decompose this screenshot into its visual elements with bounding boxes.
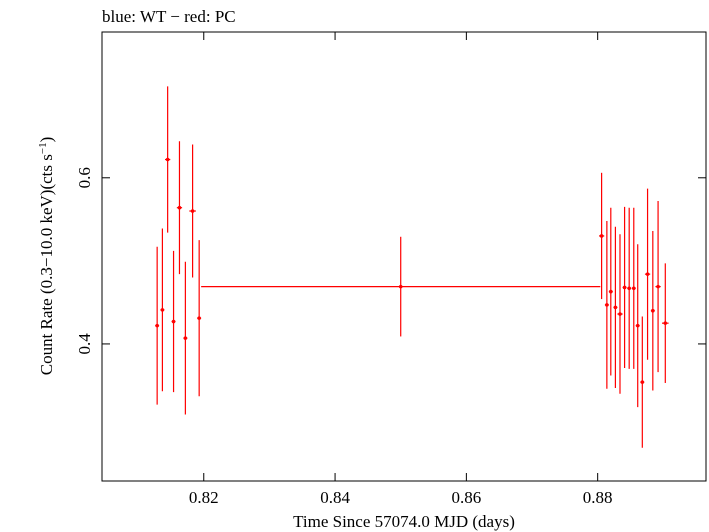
data-point xyxy=(608,207,613,376)
x-axis-label: Time Since 57074.0 MJD (days) xyxy=(293,512,515,531)
point-marker xyxy=(599,234,604,238)
point-marker xyxy=(160,308,165,312)
point-marker xyxy=(663,321,668,325)
data-point xyxy=(622,206,627,369)
point-marker xyxy=(398,284,403,289)
point-marker xyxy=(177,205,182,210)
data-point xyxy=(644,188,651,360)
data-point xyxy=(189,144,196,278)
y-tick-label: 0.4 xyxy=(75,333,94,355)
y-axis: 0.4 0.6 xyxy=(75,167,706,355)
data-point xyxy=(604,220,609,389)
point-marker xyxy=(651,308,655,313)
point-marker xyxy=(656,284,660,289)
point-marker xyxy=(640,380,645,384)
y-axis-label-main: Count Rate (0.3−10.0 keV)(cts s xyxy=(37,154,56,375)
header-text: blue: WT − red: PC xyxy=(102,7,236,26)
x-tick-label: 0.84 xyxy=(320,488,350,507)
data-point xyxy=(617,234,623,394)
point-marker xyxy=(622,285,627,290)
y-axis-label-exponent: −1 xyxy=(37,142,49,154)
point-marker xyxy=(609,289,613,294)
data-point xyxy=(176,141,183,275)
x-tick-label: 0.86 xyxy=(451,488,481,507)
point-marker xyxy=(605,303,609,307)
point-marker xyxy=(627,286,631,291)
data-point xyxy=(635,244,640,408)
y-axis-label-close: ) xyxy=(37,137,56,143)
data-point xyxy=(627,207,632,369)
data-point xyxy=(197,240,202,397)
point-marker xyxy=(197,316,201,320)
data-points xyxy=(155,86,669,448)
data-point xyxy=(598,172,605,300)
data-point xyxy=(171,250,176,393)
point-marker xyxy=(183,336,188,340)
data-point xyxy=(662,263,669,383)
point-marker xyxy=(190,209,195,213)
data-point xyxy=(631,207,636,369)
data-point xyxy=(165,86,171,233)
point-marker xyxy=(631,286,636,291)
point-marker xyxy=(618,312,622,316)
point-marker xyxy=(613,305,618,310)
y-tick-label: 0.6 xyxy=(75,167,94,188)
data-point xyxy=(201,236,601,337)
point-marker xyxy=(635,323,640,328)
data-point xyxy=(655,201,661,373)
x-tick-label: 0.88 xyxy=(583,488,613,507)
data-point xyxy=(160,228,165,392)
point-marker xyxy=(155,323,159,328)
data-point xyxy=(650,230,655,391)
x-tick-label: 0.82 xyxy=(189,488,219,507)
point-marker xyxy=(645,272,650,276)
point-marker xyxy=(171,319,176,324)
y-axis-label: Count Rate (0.3−10.0 keV)(cts s−1) xyxy=(37,137,56,376)
data-point xyxy=(183,261,188,415)
point-marker xyxy=(165,157,170,162)
plot-frame xyxy=(101,31,707,482)
data-point xyxy=(155,246,160,405)
x-axis: 0.82 0.84 0.86 0.88 xyxy=(189,32,613,507)
data-point xyxy=(613,226,618,388)
data-point xyxy=(640,316,645,448)
